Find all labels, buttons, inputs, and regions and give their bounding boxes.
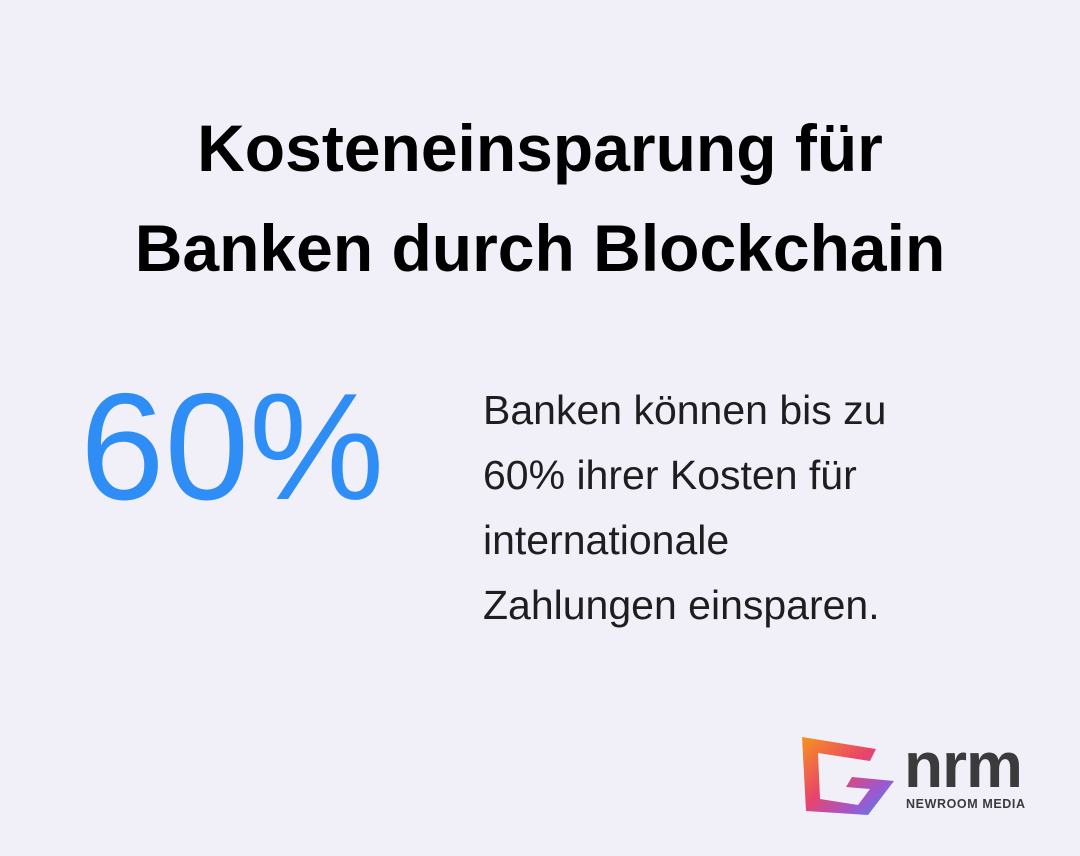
- stat: 60%: [80, 362, 385, 532]
- title: Kosteneinsparung für Banken durch Blockc…: [0, 98, 1080, 298]
- description-line: internationale: [483, 517, 730, 563]
- title-line: Kosteneinsparung für: [197, 111, 883, 185]
- logo-name: nrm: [904, 729, 1023, 801]
- logo-mark: [802, 737, 894, 815]
- description: Banken können bis zu 60% ihrer Kosten fü…: [483, 378, 886, 638]
- description-line: 60% ihrer Kosten für: [483, 452, 857, 498]
- logo-subtitle: NEWROOM MEDIA: [906, 797, 1026, 811]
- description-line: Zahlungen einsparen.: [483, 582, 880, 628]
- description-line: Banken können bis zu: [483, 387, 887, 433]
- logo-icon: [802, 737, 894, 815]
- title-line: Banken durch Blockchain: [134, 211, 946, 285]
